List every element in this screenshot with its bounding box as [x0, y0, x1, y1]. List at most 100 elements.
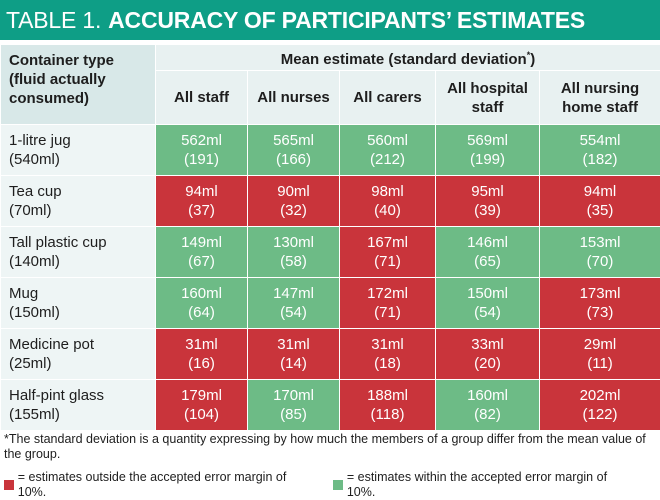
- estimate-cell: 31ml(16): [156, 329, 248, 380]
- standard-deviation: (182): [583, 151, 618, 168]
- standard-deviation: (64): [188, 304, 215, 321]
- table-row: Half-pint glass(155ml) 179ml (104) 170ml (85…: [1, 380, 660, 431]
- standard-deviation: (35): [587, 202, 614, 219]
- estimate-cell: 31ml(18): [340, 329, 436, 380]
- mean-estimate-header-text: Mean estimate (standard deviation: [281, 51, 527, 68]
- estimate-cell: 94ml (35): [540, 176, 660, 227]
- standard-deviation: (122): [583, 406, 618, 423]
- mean-estimate: 149ml: [181, 234, 222, 251]
- estimate-cell: 560ml (212): [340, 125, 436, 176]
- estimate-cell: 94ml(37): [156, 176, 248, 227]
- estimate-cell: 160ml(64): [156, 278, 248, 329]
- table-row: Tea cup(70ml)94ml(37)90ml(32)98ml(40)95m…: [1, 176, 660, 227]
- column-header-line: All nursing: [561, 80, 639, 97]
- estimate-cell: 202ml (122): [540, 380, 660, 431]
- mean-estimate: 31ml: [277, 336, 310, 353]
- estimate-cell: 170ml (85): [248, 380, 340, 431]
- standard-deviation: (18): [374, 355, 401, 372]
- mean-estimate: 173ml: [580, 285, 621, 302]
- estimate-cell: 29ml(11): [540, 329, 660, 380]
- table-row: Mug(150ml)160ml(64)147ml(54)172ml(71)150…: [1, 278, 660, 329]
- mean-estimate: 29ml: [584, 336, 617, 353]
- estimate-cell: 188ml(118): [340, 380, 436, 431]
- mean-estimate: 94ml: [584, 183, 617, 200]
- estimate-cell: 95ml (39): [436, 176, 540, 227]
- estimate-cell: 90ml(32): [248, 176, 340, 227]
- row-label: Mug(150ml): [1, 278, 156, 329]
- table-row: Medicine pot(25ml)31ml(16)31ml(14)31ml(1…: [1, 329, 660, 380]
- standard-deviation: (85): [280, 406, 307, 423]
- estimate-cell: 173ml (73): [540, 278, 660, 329]
- column-header: All carers: [340, 71, 436, 125]
- mean-estimate: 170ml: [273, 387, 314, 404]
- standard-deviation: (54): [280, 304, 307, 321]
- mean-estimate: 167ml: [367, 234, 408, 251]
- standard-deviation: (73): [587, 304, 614, 321]
- estimate-cell: 565ml(166): [248, 125, 340, 176]
- estimate-cell: 562ml(191): [156, 125, 248, 176]
- standard-deviation: (16): [188, 355, 215, 372]
- estimate-cell: 153ml(70): [540, 227, 660, 278]
- estimate-cell: 33ml (20): [436, 329, 540, 380]
- standard-deviation: (104): [184, 406, 219, 423]
- mean-estimate: 188ml: [367, 387, 408, 404]
- standard-deviation: (191): [184, 151, 219, 168]
- mean-estimate: 33ml: [471, 336, 504, 353]
- table-row: 1-litre jug(540ml)562ml(191)565ml(166)56…: [1, 125, 660, 176]
- actual-volume: (540ml): [9, 151, 60, 168]
- container-name: Tall plastic cup: [9, 234, 107, 251]
- mean-estimate: 554ml: [580, 132, 621, 149]
- standard-deviation: (212): [370, 151, 405, 168]
- legend-outside-text: = estimates outside the accepted error m…: [18, 470, 311, 500]
- estimate-cell: 146ml(65): [436, 227, 540, 278]
- actual-volume: (150ml): [9, 304, 60, 321]
- mean-estimate: 153ml: [580, 234, 621, 251]
- standard-deviation: (39): [474, 202, 501, 219]
- column-header-line: All hospital: [447, 80, 528, 97]
- container-name: Medicine pot: [9, 336, 94, 353]
- container-name: Half-pint glass: [9, 387, 104, 404]
- row-label: Tall plastic cup (140ml): [1, 227, 156, 278]
- standard-deviation: (58): [280, 253, 307, 270]
- mean-estimate: 202ml: [580, 387, 621, 404]
- estimate-cell: 147ml(54): [248, 278, 340, 329]
- actual-volume: (140ml): [9, 253, 60, 270]
- estimate-cell: 172ml(71): [340, 278, 436, 329]
- mean-estimate: 569ml: [467, 132, 508, 149]
- standard-deviation: (166): [276, 151, 311, 168]
- table-row: Tall plastic cup(140ml)149ml(67)130ml(58…: [1, 227, 660, 278]
- standard-deviation: (82): [474, 406, 501, 423]
- estimate-cell: 31ml(14): [248, 329, 340, 380]
- table-title-main: ACCURACY OF PARTICIPANTS’ ESTIMATES: [108, 7, 585, 34]
- estimate-cell: 569ml (199): [436, 125, 540, 176]
- row-label: 1-litre jug(540ml): [1, 125, 156, 176]
- mean-estimate: 95ml: [471, 183, 504, 200]
- legend-within-text: = estimates within the accepted error ma…: [347, 470, 632, 500]
- row-label: Tea cup(70ml): [1, 176, 156, 227]
- container-type-header-line: (fluid actually: [9, 71, 106, 88]
- container-type-header-line: consumed): [9, 90, 89, 107]
- legend-outside: = estimates outside the accepted error m…: [4, 470, 311, 500]
- column-header-line: All staff: [174, 89, 229, 106]
- mean-estimate: 90ml: [277, 183, 310, 200]
- container-name: Tea cup: [9, 183, 62, 200]
- standard-deviation: (199): [470, 151, 505, 168]
- legend-within-swatch: [333, 480, 343, 490]
- row-label: Half-pint glass(155ml): [1, 380, 156, 431]
- actual-volume: (25ml): [9, 355, 52, 372]
- standard-deviation: (20): [474, 355, 501, 372]
- column-header-line: All nurses: [257, 89, 330, 106]
- mean-estimate: 560ml: [367, 132, 408, 149]
- mean-estimate: 172ml: [367, 285, 408, 302]
- estimate-cell: 554ml (182): [540, 125, 660, 176]
- standard-deviation: (37): [188, 202, 215, 219]
- table-title: TABLE 1. ACCURACY OF PARTICIPANTS’ ESTIM…: [0, 0, 660, 40]
- mean-estimate: 179ml: [181, 387, 222, 404]
- standard-deviation: (54): [474, 304, 501, 321]
- column-header: All nurses: [248, 71, 340, 125]
- mean-estimate: 160ml: [467, 387, 508, 404]
